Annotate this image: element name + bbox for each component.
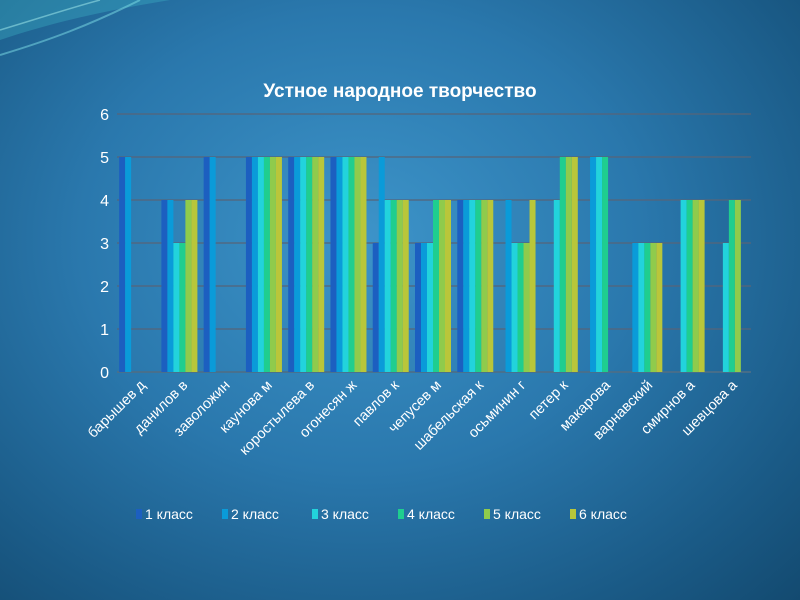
bar-2 <box>336 157 343 372</box>
legend-swatch <box>398 509 404 519</box>
bar-6 <box>656 243 663 372</box>
y-tick-label: 1 <box>100 322 109 339</box>
bar-3 <box>384 200 391 372</box>
bar-3 <box>596 157 603 372</box>
bar-2 <box>505 200 512 372</box>
bar-4 <box>263 157 270 372</box>
y-tick-label: 3 <box>100 236 109 253</box>
legend-label: 1 класс <box>145 506 193 522</box>
legend-label: 4 класс <box>407 506 455 522</box>
legend: 1 класс 2 класс 3 класс 4 класс 5 класс 6 кла… <box>136 506 627 522</box>
bar-6 <box>402 200 409 372</box>
legend-label: 6 класс <box>579 506 627 522</box>
bar-3 <box>469 200 476 372</box>
legend-label: 5 класс <box>493 506 541 522</box>
bar-4 <box>644 243 651 372</box>
bar-3 <box>173 243 180 372</box>
bar-5 <box>439 200 445 372</box>
bar-5 <box>650 243 657 372</box>
y-tick-label: 6 <box>100 107 109 124</box>
legend-label: 3 класс <box>321 506 369 522</box>
bar-2 <box>251 157 258 372</box>
bar-6 <box>698 200 705 372</box>
legend-label: 2 класс <box>231 506 279 522</box>
bar-4 <box>390 200 397 372</box>
bar-1 <box>203 157 210 372</box>
bar-3 <box>722 243 729 372</box>
bar-1 <box>288 157 295 372</box>
bar-2 <box>209 157 216 372</box>
y-tick-label: 5 <box>100 150 109 167</box>
bar-3 <box>257 157 264 372</box>
bar-2 <box>378 157 385 372</box>
bar-4 <box>475 200 482 372</box>
bar-1 <box>119 157 126 372</box>
bar-4 <box>306 157 313 372</box>
bar-4 <box>179 243 186 372</box>
bar-1 <box>330 157 337 372</box>
y-tick-label: 2 <box>100 279 109 296</box>
bar-5 <box>523 243 530 372</box>
bar-3 <box>342 157 349 372</box>
bar-5 <box>396 200 403 372</box>
bar-4 <box>348 157 355 372</box>
bar-2 <box>167 200 174 372</box>
bar-6 <box>191 200 198 372</box>
bar-5 <box>734 200 741 372</box>
bar-1 <box>161 200 168 372</box>
bar-2 <box>590 157 597 372</box>
bar-1 <box>245 157 252 372</box>
bar-4 <box>559 157 566 372</box>
bar-6 <box>318 157 325 372</box>
x-category-label: коростылева в <box>237 377 318 458</box>
decorative-waves <box>0 0 170 56</box>
legend-swatch <box>570 509 576 519</box>
y-tick-label: 4 <box>100 193 109 210</box>
bar-4 <box>602 157 609 372</box>
legend-swatch <box>136 509 142 519</box>
bar-1 <box>415 243 421 372</box>
bar-5 <box>565 157 572 372</box>
bar-5 <box>354 157 361 372</box>
bar-2 <box>294 157 301 372</box>
bar-4 <box>686 200 693 372</box>
bar-5 <box>312 157 319 372</box>
y-tick-label: 0 <box>100 365 109 382</box>
legend-swatch <box>222 509 228 519</box>
bar-2 <box>421 243 427 372</box>
bar-6 <box>445 200 451 372</box>
bar-5 <box>692 200 699 372</box>
bar-3 <box>553 200 560 372</box>
bar-4 <box>517 243 524 372</box>
chart-title: Устное народное творчество <box>263 81 536 102</box>
bar-5 <box>481 200 488 372</box>
bar-2 <box>632 243 639 372</box>
bar-3 <box>638 243 645 372</box>
bar-4 <box>433 200 439 372</box>
bar-3 <box>427 243 433 372</box>
bar-6 <box>571 157 578 372</box>
bar-6 <box>275 157 282 372</box>
bar-5 <box>185 200 192 372</box>
bar-1 <box>372 243 379 372</box>
bar-6 <box>529 200 536 372</box>
legend-swatch <box>312 509 318 519</box>
bar-6 <box>360 157 367 372</box>
bar-5 <box>269 157 276 372</box>
bar-3 <box>511 243 518 372</box>
bar-3 <box>300 157 307 372</box>
bar-4 <box>728 200 735 372</box>
legend-swatch <box>484 509 490 519</box>
bar-2 <box>125 157 132 372</box>
bar-6 <box>487 200 494 372</box>
bar-3 <box>680 200 687 372</box>
bar-2 <box>463 200 470 372</box>
bar-1 <box>457 200 464 372</box>
